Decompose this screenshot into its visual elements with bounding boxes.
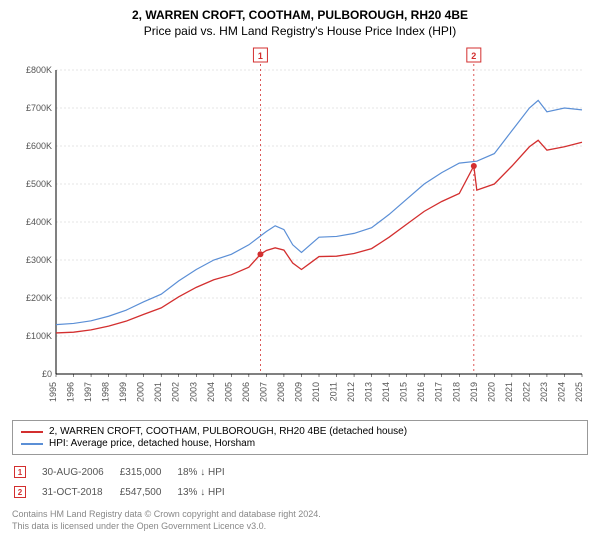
legend: 2, WARREN CROFT, COOTHAM, PULBOROUGH, RH… xyxy=(12,420,588,455)
svg-text:2023: 2023 xyxy=(539,382,549,402)
svg-text:2006: 2006 xyxy=(241,382,251,402)
chart-titles: 2, WARREN CROFT, COOTHAM, PULBOROUGH, RH… xyxy=(12,8,588,38)
marker-delta: 18% ↓ HPI xyxy=(177,463,238,481)
svg-text:£400K: £400K xyxy=(26,217,52,227)
table-row: 2 31-OCT-2018 £547,500 13% ↓ HPI xyxy=(14,483,239,501)
marker-price: £547,500 xyxy=(120,483,176,501)
svg-text:£0: £0 xyxy=(42,369,52,379)
svg-text:£600K: £600K xyxy=(26,141,52,151)
marker-date: 30-AUG-2006 xyxy=(42,463,118,481)
legend-item: HPI: Average price, detached house, Hors… xyxy=(21,438,579,449)
marker-date: 31-OCT-2018 xyxy=(42,483,118,501)
chart-svg: £0 £100K £200K £300K £400K £500K £600K £700K £80… xyxy=(12,44,588,414)
marker-badge: 1 xyxy=(14,466,26,478)
legend-swatch xyxy=(21,443,43,445)
plot-area: £0 £100K £200K £300K £400K £500K £600K £700K £80… xyxy=(12,44,588,414)
svg-text:2012: 2012 xyxy=(346,382,356,402)
svg-text:2018: 2018 xyxy=(451,382,461,402)
svg-text:2007: 2007 xyxy=(258,382,268,402)
svg-text:1997: 1997 xyxy=(83,382,93,402)
svg-text:2008: 2008 xyxy=(276,382,286,402)
legend-label: HPI: Average price, detached house, Hors… xyxy=(49,438,255,449)
svg-text:1995: 1995 xyxy=(48,382,58,402)
svg-text:1998: 1998 xyxy=(101,382,111,402)
svg-text:1999: 1999 xyxy=(118,382,128,402)
svg-text:2016: 2016 xyxy=(416,382,426,402)
svg-text:2: 2 xyxy=(471,51,476,61)
markers-table: 1 30-AUG-2006 £315,000 18% ↓ HPI 2 31-OC… xyxy=(12,461,241,503)
legend-label: 2, WARREN CROFT, COOTHAM, PULBOROUGH, RH… xyxy=(49,426,407,437)
svg-text:2004: 2004 xyxy=(206,382,216,402)
legend-item: 2, WARREN CROFT, COOTHAM, PULBOROUGH, RH… xyxy=(21,426,579,437)
svg-text:£100K: £100K xyxy=(26,331,52,341)
svg-text:1996: 1996 xyxy=(66,382,76,402)
chart-container: 2, WARREN CROFT, COOTHAM, PULBOROUGH, RH… xyxy=(0,0,600,560)
marker-price: £315,000 xyxy=(120,463,176,481)
legend-swatch xyxy=(21,431,43,433)
svg-text:2022: 2022 xyxy=(521,382,531,402)
svg-text:£700K: £700K xyxy=(26,103,52,113)
marker-badge: 2 xyxy=(14,486,26,498)
svg-text:2019: 2019 xyxy=(469,382,479,402)
svg-text:2021: 2021 xyxy=(504,382,514,402)
svg-text:2017: 2017 xyxy=(434,382,444,402)
svg-text:£300K: £300K xyxy=(26,255,52,265)
table-row: 1 30-AUG-2006 £315,000 18% ↓ HPI xyxy=(14,463,239,481)
chart-title-sub: Price paid vs. HM Land Registry's House … xyxy=(12,24,588,38)
svg-text:2011: 2011 xyxy=(329,382,339,401)
svg-text:2001: 2001 xyxy=(153,382,163,402)
svg-text:2025: 2025 xyxy=(574,382,584,402)
svg-text:2000: 2000 xyxy=(136,382,146,402)
svg-text:2024: 2024 xyxy=(556,382,566,402)
svg-text:2003: 2003 xyxy=(188,382,198,402)
license-text: Contains HM Land Registry data © Crown c… xyxy=(12,509,588,532)
svg-text:£800K: £800K xyxy=(26,65,52,75)
svg-text:2010: 2010 xyxy=(311,382,321,402)
svg-text:2002: 2002 xyxy=(171,382,181,402)
svg-text:2015: 2015 xyxy=(399,382,409,402)
svg-text:2013: 2013 xyxy=(364,382,374,402)
svg-text:2014: 2014 xyxy=(381,382,391,402)
svg-text:2005: 2005 xyxy=(223,382,233,402)
svg-text:£500K: £500K xyxy=(26,179,52,189)
svg-text:£200K: £200K xyxy=(26,293,52,303)
svg-text:2020: 2020 xyxy=(486,382,496,402)
chart-title-main: 2, WARREN CROFT, COOTHAM, PULBOROUGH, RH… xyxy=(12,8,588,22)
svg-text:1: 1 xyxy=(258,51,263,61)
svg-text:2009: 2009 xyxy=(293,382,303,402)
marker-delta: 13% ↓ HPI xyxy=(177,483,238,501)
